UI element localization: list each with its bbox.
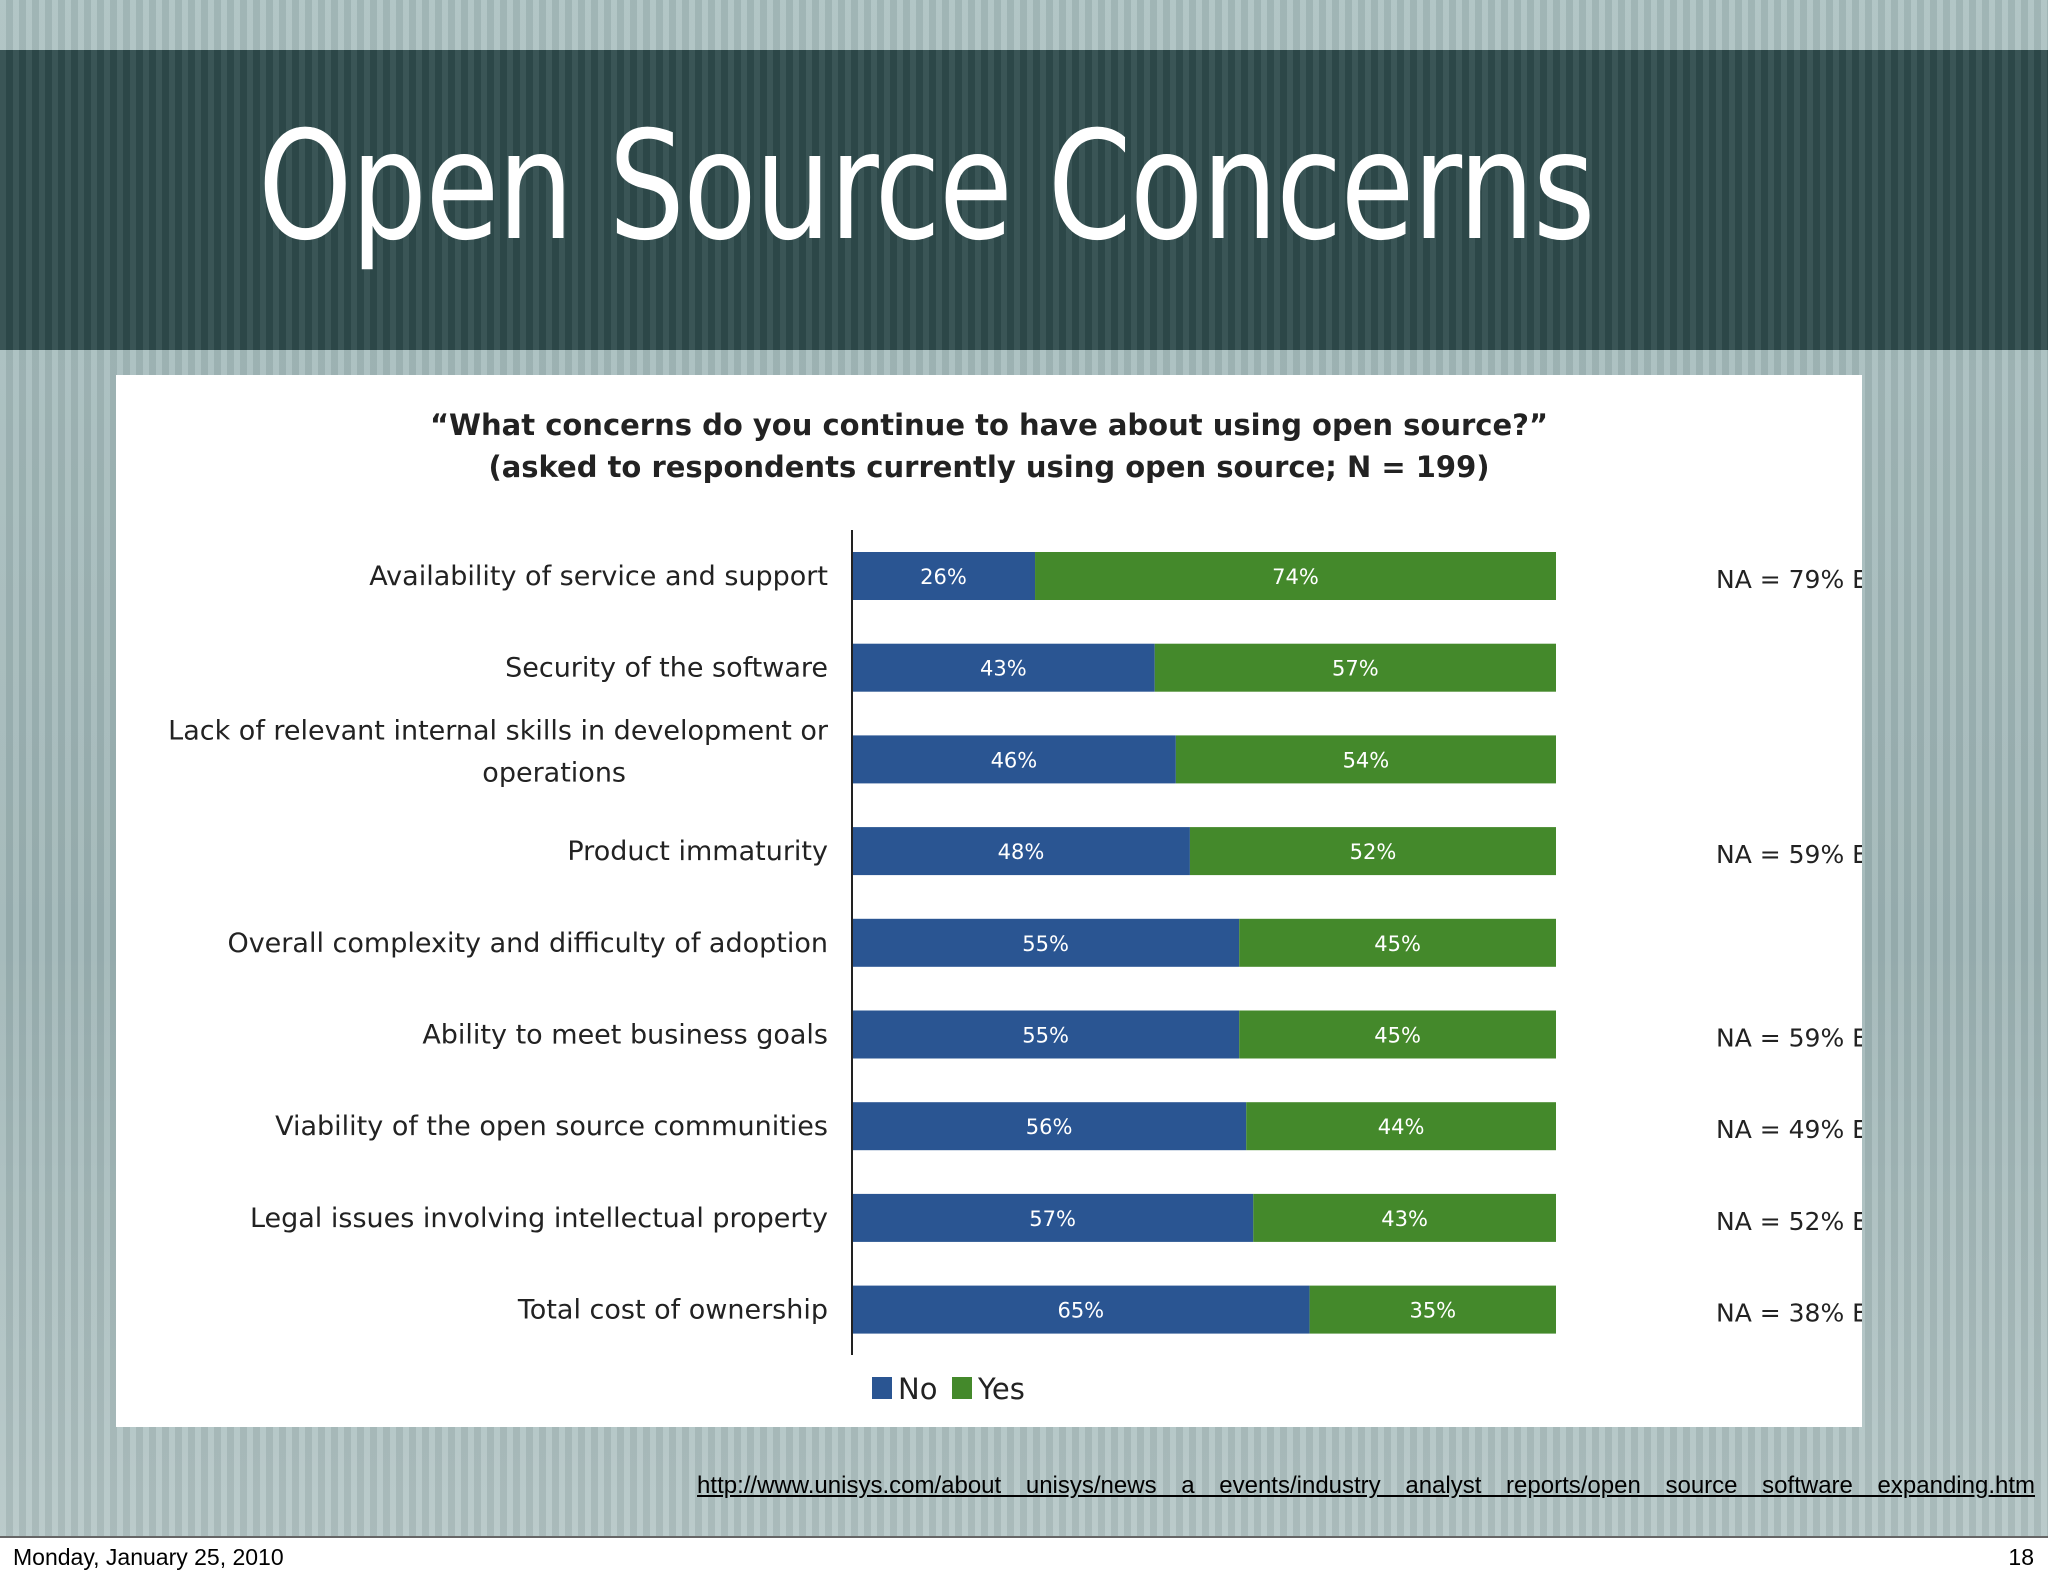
category-label-line: Total cost of ownership xyxy=(517,1295,828,1326)
bar-segment-no xyxy=(852,735,1176,784)
category-label-line: Overall complexity and difficulty of ado… xyxy=(227,928,828,959)
category-label: Ability to meet business goals xyxy=(422,1020,828,1051)
page-number: 18 xyxy=(2008,1544,2034,1570)
category-label: Viability of the open source communities xyxy=(275,1111,828,1142)
bar-value-label: 45% xyxy=(1374,1024,1421,1048)
bar-segment-no xyxy=(852,827,1190,876)
title-band xyxy=(0,50,2048,350)
bar-value-label: 56% xyxy=(1026,1115,1073,1139)
bar-value-label: 48% xyxy=(998,840,1045,864)
bar-segment-yes xyxy=(1253,1193,1556,1242)
category-label-line: Viability of the open source communities xyxy=(275,1111,828,1142)
region-annotation: NA = 38% Eur = 30% xyxy=(1716,1299,1862,1328)
category-label: Total cost of ownership xyxy=(517,1295,828,1326)
bar-value-label: 65% xyxy=(1057,1299,1104,1323)
bar-value-label: 43% xyxy=(1381,1207,1428,1231)
footer-date: Monday, January 25, 2010 xyxy=(13,1544,284,1570)
region-annotation: NA = 59% Eur = 37% xyxy=(1716,1024,1862,1053)
bar-segment-yes xyxy=(1239,918,1556,967)
category-label: Availability of service and support xyxy=(369,561,828,592)
bar-segment-yes xyxy=(1309,1285,1556,1334)
bar-segment-yes xyxy=(1035,552,1556,600)
source-link[interactable]: http://www.unisys.com/about unisys/news … xyxy=(697,1472,2035,1499)
bar-value-label: 54% xyxy=(1343,748,1390,772)
region-annotation: NA = 52% Eur =3 7% xyxy=(1716,1207,1862,1236)
category-label: Overall complexity and difficulty of ado… xyxy=(227,928,828,959)
bar-segment-no xyxy=(852,1285,1310,1334)
bar-segment-no xyxy=(852,1102,1247,1151)
legend-label-yes: Yes xyxy=(977,1372,1025,1406)
bar-value-label: 44% xyxy=(1378,1115,1425,1139)
bar-segment-yes xyxy=(1189,827,1556,876)
bar-value-label: 57% xyxy=(1029,1207,1076,1231)
bar-value-label: 45% xyxy=(1374,932,1421,956)
bar-segment-no xyxy=(852,552,1036,600)
bar-segment-no xyxy=(852,1010,1240,1059)
category-label: Lack of relevant internal skills in deve… xyxy=(168,715,829,788)
bar-value-label: 55% xyxy=(1022,1024,1069,1048)
chart-title: “What concerns do you continue to have a… xyxy=(430,408,1548,442)
bars-layer: Availability of service and support 26% 74… xyxy=(168,552,1862,1334)
legend-label-no: No xyxy=(898,1372,937,1406)
footer-bar: Monday, January 25, 2010 18 xyxy=(0,1536,2048,1576)
bar-segment-yes xyxy=(1175,735,1556,784)
category-label-line: Security of the software xyxy=(505,653,828,684)
bar-value-label: 74% xyxy=(1272,565,1319,589)
bar-value-label: 43% xyxy=(980,657,1027,681)
bar-value-label: 57% xyxy=(1332,657,1379,681)
chart-panel: “What concerns do you continue to have a… xyxy=(116,375,1862,1427)
chart-subtitle: (asked to respondents currently using op… xyxy=(488,450,1489,484)
category-label: Security of the software xyxy=(505,653,828,684)
legend-swatch-no xyxy=(872,1377,892,1399)
bar-value-label: 52% xyxy=(1350,840,1397,864)
bar-value-label: 55% xyxy=(1022,932,1069,956)
region-annotation: NA = 79% Eur = 71% xyxy=(1716,565,1862,594)
legend: No Yes xyxy=(872,1372,1025,1406)
bar-segment-no xyxy=(852,643,1155,692)
category-label-line: Ability to meet business goals xyxy=(422,1020,828,1051)
bar-segment-yes xyxy=(1239,1010,1556,1059)
region-annotation: NA = 59% Eur = 48% xyxy=(1716,840,1862,869)
category-label-line: operations xyxy=(482,757,626,788)
category-label-line: Product immaturity xyxy=(567,836,828,867)
category-label-line: Lack of relevant internal skills in deve… xyxy=(168,715,829,746)
category-label-line: Legal issues involving intellectual prop… xyxy=(250,1203,828,1234)
bar-segment-no xyxy=(852,1193,1254,1242)
category-label: Product immaturity xyxy=(567,836,828,867)
bar-value-label: 35% xyxy=(1409,1299,1456,1323)
legend-swatch-yes xyxy=(952,1377,972,1399)
bar-segment-no xyxy=(852,918,1240,967)
category-label-line: Availability of service and support xyxy=(369,561,828,592)
stacked-bar-chart: “What concerns do you continue to have a… xyxy=(168,408,1862,1406)
bar-value-label: 26% xyxy=(920,565,967,589)
slide-title: Open Source Concerns xyxy=(258,100,1595,274)
bar-segment-yes xyxy=(1154,643,1556,692)
category-label: Legal issues involving intellectual prop… xyxy=(250,1203,828,1234)
bar-value-label: 46% xyxy=(991,748,1038,772)
bar-segment-yes xyxy=(1246,1102,1556,1151)
region-annotation: NA = 49% Eur = 40% xyxy=(1716,1115,1862,1144)
